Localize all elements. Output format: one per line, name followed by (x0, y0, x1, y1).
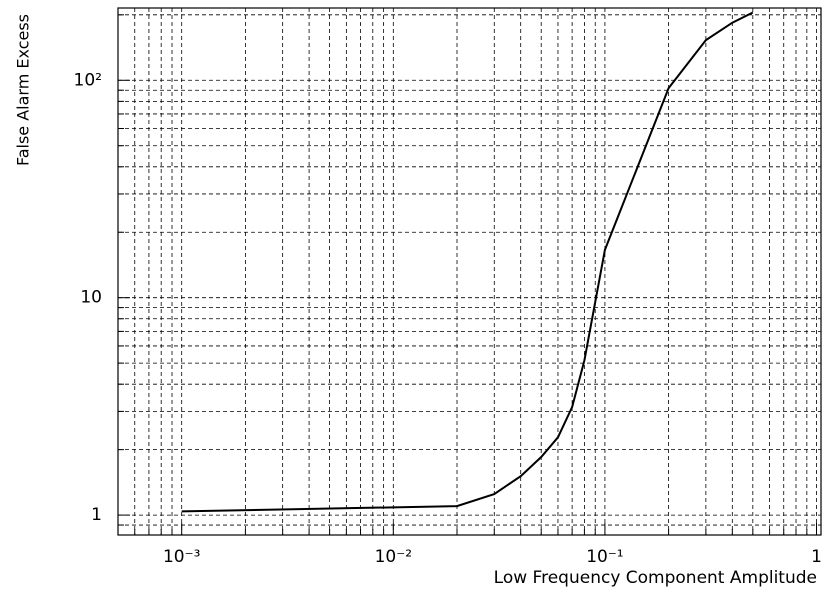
line-series (181, 11, 754, 513)
y-tick-label: 10 (80, 288, 102, 308)
plot-frame (117, 7, 822, 536)
x-tick-label: 1 (811, 547, 822, 567)
x-tick-label: 10⁻¹ (586, 547, 623, 567)
y-tick-label: 1 (91, 505, 102, 525)
x-tick-label: 10⁻² (375, 547, 412, 567)
y-tick-label: 10² (74, 70, 102, 90)
x-axis-title: Low Frequency Component Amplitude (494, 568, 817, 588)
y-axis-title: False Alarm Excess (14, 14, 33, 166)
x-tick-label: 10⁻³ (163, 547, 200, 567)
